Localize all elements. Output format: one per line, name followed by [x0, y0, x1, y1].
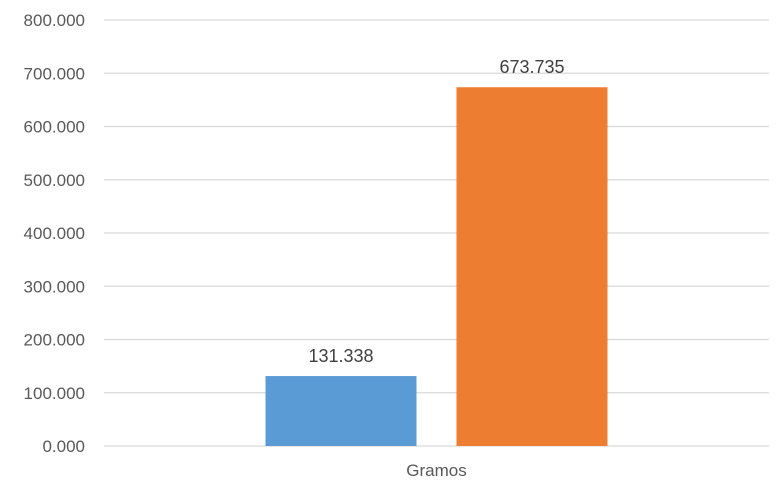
y-tick-label: 300.000 [24, 277, 85, 296]
y-tick-label: 600.000 [24, 118, 85, 137]
y-tick-label: 800.000 [24, 11, 85, 30]
y-tick-label: 100.000 [24, 384, 85, 403]
data-label: 131.338 [308, 346, 373, 366]
y-tick-label: 0.000 [42, 437, 85, 456]
x-tick-label: Gramos [406, 461, 466, 480]
data-label: 673.735 [499, 57, 564, 77]
x-axis-tick-labels: Gramos [406, 461, 466, 480]
y-tick-label: 400.000 [24, 224, 85, 243]
gridlines [104, 19, 769, 447]
y-tick-label: 700.000 [24, 64, 85, 83]
y-tick-label: 500.000 [24, 171, 85, 190]
y-tick-label: 200.000 [24, 331, 85, 350]
bars [265, 87, 608, 446]
y-axis-tick-labels: 0.000 100.000 200.000 300.000 400.000 500.000… [24, 11, 85, 456]
bar-series-1 [265, 376, 417, 446]
bar-series-2 [456, 87, 608, 446]
data-labels: 131.338 673.735 [308, 57, 564, 366]
